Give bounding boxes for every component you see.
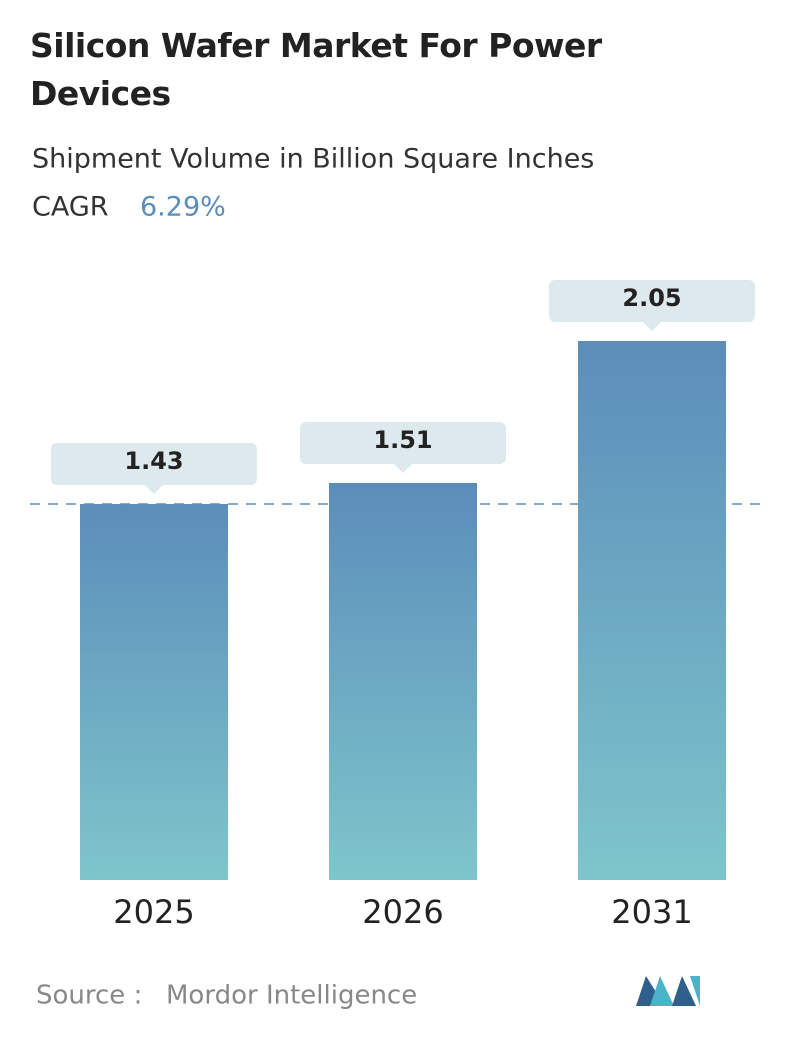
value-callout <box>51 443 257 495</box>
value-label: 1.51 <box>373 426 432 454</box>
cagr-value: 6.29% <box>140 192 226 223</box>
value-label: 1.43 <box>124 447 183 475</box>
bar <box>329 482 477 880</box>
value-label: 2.05 <box>622 284 681 312</box>
cagr-label: CAGR <box>32 192 109 223</box>
chart-title: Silicon Wafer Market For Power Devices <box>30 26 602 113</box>
bar <box>80 504 228 880</box>
value-callout <box>549 280 755 331</box>
logo <box>636 976 700 1006</box>
subtitle: Shipment Volume in Billion Square Inches <box>32 144 594 175</box>
bar <box>578 341 726 880</box>
source-label: Source : <box>36 981 142 1011</box>
source: Mordor Intelligence <box>166 981 417 1011</box>
x-tick-label: 2025 <box>113 893 194 931</box>
value-callout <box>300 421 506 473</box>
plot: 1.43 2025 1.51 2026 2.05 2031 <box>30 280 766 931</box>
x-tick-label: 2026 <box>362 893 443 931</box>
x-tick-label: 2031 <box>611 893 692 931</box>
title-box: Silicon Wafer Market For Power Devices <box>30 26 602 113</box>
